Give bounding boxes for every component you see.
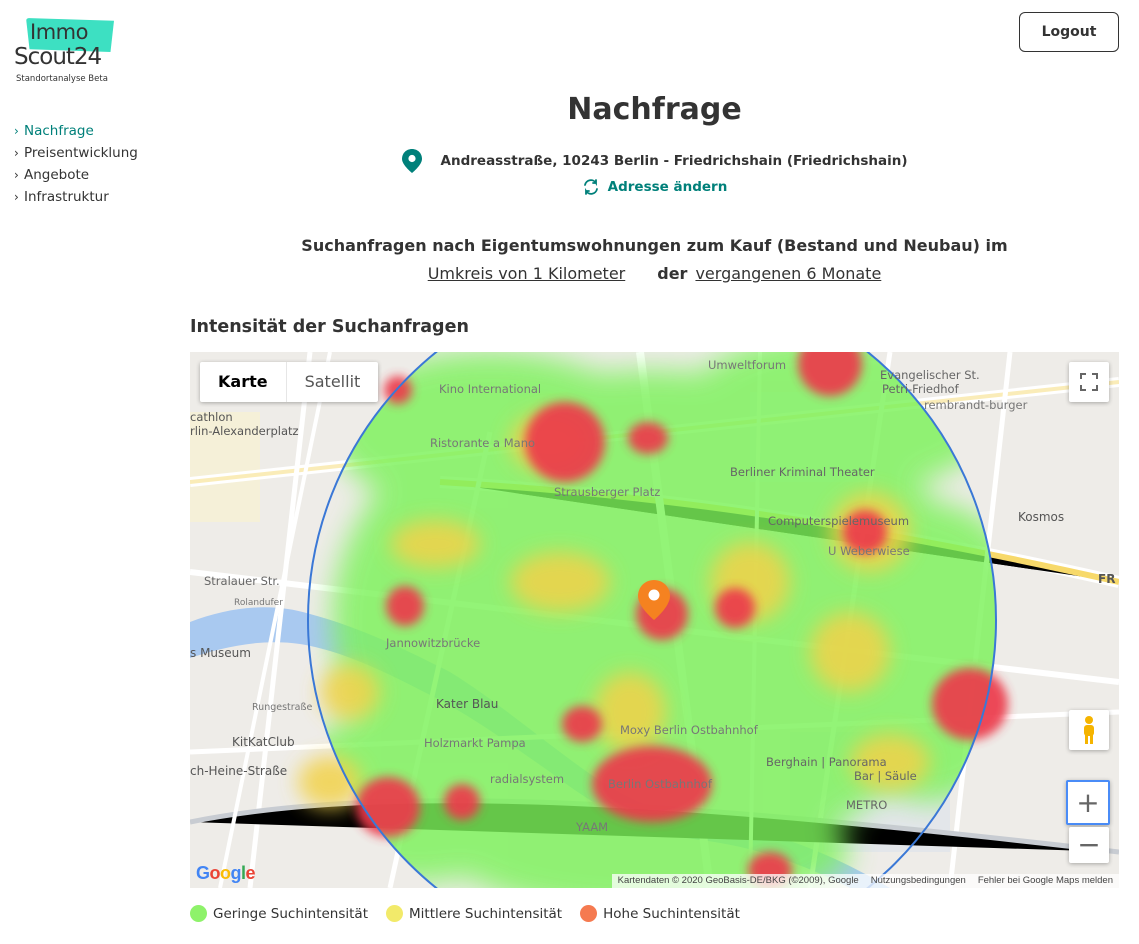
map-label: Computerspielemuseum (768, 514, 910, 528)
page-title: Nachfrage (567, 92, 742, 127)
map-label: Kosmos (1018, 510, 1065, 524)
map-label: Holzmarkt Pampa (424, 736, 526, 750)
fullscreen-icon (1080, 373, 1098, 391)
map-label: s Museum (190, 646, 251, 660)
map-label: Jannowitzbrücke (386, 636, 481, 650)
legend-label: Mittlere Suchintensität (409, 905, 563, 922)
period-filter-link[interactable]: vergangenen 6 Monate (695, 264, 882, 283)
immoscout24-logo[interactable]: Immo Scout24 Standortanalyse Beta (14, 14, 124, 86)
map-type-toggle: Karte Satellit (200, 362, 379, 402)
heatmap-high-layer (356, 352, 1008, 888)
query-connector: der (657, 264, 688, 283)
chevron-right-icon: › (14, 190, 19, 204)
nav-item-infrastruktur[interactable]: › Infrastruktur (14, 186, 138, 208)
location-pin-icon (402, 149, 423, 173)
map-label: ch-Heine-Straße (190, 764, 288, 778)
terms-of-use-link[interactable]: Nutzungsbedingungen (870, 875, 966, 886)
map-label: Berliner Kriminal Theater (730, 465, 875, 479)
logout-button[interactable]: Logout (1019, 12, 1119, 52)
zoom-out-button[interactable]: − (1069, 827, 1109, 863)
map-label: U Weberwiese (828, 544, 910, 558)
address-text: Andreasstraße, 10243 Berlin - Friedrichs… (440, 153, 908, 169)
legend-dot-mid (386, 905, 403, 922)
street-view-pegman-button[interactable] (1069, 710, 1109, 750)
map-attribution: Kartendaten © 2020 GeoBasis-DE/BKG (©200… (611, 874, 1119, 888)
chevron-right-icon: › (14, 124, 19, 138)
map-canvas[interactable] (190, 352, 1119, 888)
logo-subtitle: Standortanalyse Beta (16, 74, 108, 84)
minus-icon: − (1077, 828, 1101, 861)
chevron-right-icon: › (14, 146, 19, 160)
change-address-link[interactable]: Adresse ändern (582, 178, 728, 196)
map-label: Berlin Ostbahnhof (608, 777, 712, 791)
legend-dot-low (190, 905, 207, 922)
map-label: Moxy Berlin Ostbahnhof (620, 723, 758, 737)
map-label: Petri-Friedhof (882, 382, 959, 396)
fullscreen-button[interactable] (1069, 362, 1109, 402)
nav-item-label: Angebote (24, 167, 90, 183)
logo-scout24-text: Scout24 (14, 44, 102, 70)
section-title: Intensität der Suchanfragen (190, 317, 469, 337)
nav-item-nachfrage[interactable]: › Nachfrage (14, 120, 138, 142)
report-map-error-link[interactable]: Fehler bei Google Maps melden (977, 875, 1113, 886)
radius-circle (307, 352, 997, 888)
location-marker-icon[interactable] (638, 580, 670, 620)
legend-dot-high (580, 905, 598, 922)
heatmap-map[interactable]: Kino International Umweltforum Evangelis… (190, 352, 1119, 888)
map-data-credit: Kartendaten © 2020 GeoBasis-DE/BKG (©200… (617, 875, 859, 886)
legend-label: Geringe Suchintensität (213, 905, 368, 922)
change-address-label: Adresse ändern (607, 179, 728, 195)
legend-label: Hohe Suchintensität (603, 905, 740, 922)
legend-item-mid: Mittlere Suchintensität (386, 905, 562, 922)
map-label: Stralauer Str. (204, 574, 280, 588)
map-label: Kino International (439, 382, 542, 396)
map-label: rembrandt-burger (924, 398, 1028, 412)
map-label: Rolandufer (234, 598, 283, 608)
nav-item-label: Infrastruktur (24, 189, 109, 205)
map-label: Ristorante a Mano (430, 436, 536, 450)
logo-immo-text: Immo (30, 20, 88, 44)
radius-filter-link[interactable]: Umkreis von 1 Kilometer (427, 264, 626, 283)
refresh-icon (583, 179, 598, 195)
map-label: Bar | Säule (854, 769, 917, 783)
map-label: Evangelischer St. (880, 368, 980, 382)
map-label: cathlon (190, 410, 233, 424)
plus-icon: + (1076, 785, 1100, 819)
nav-item-label: Nachfrage (24, 123, 94, 139)
map-type-karte-button[interactable]: Karte (218, 372, 268, 391)
map-label: FR (1098, 572, 1116, 586)
heatmap-legend: Geringe Suchintensität Mittlere Suchinte… (190, 905, 740, 922)
address-row: Andreasstraße, 10243 Berlin - Friedrichs… (190, 148, 1119, 174)
map-label: rlin-Alexanderplatz (190, 424, 299, 438)
map-label: Berghain | Panorama (766, 755, 887, 769)
zoom-in-button[interactable]: + (1066, 780, 1110, 825)
query-description: Suchanfragen nach Eigentumswohnungen zum… (301, 236, 1008, 255)
sidebar-nav: › Nachfrage › Preisentwicklung › Angebote ›… (14, 120, 138, 208)
map-label: Umweltforum (708, 358, 787, 372)
legend-item-high: Hohe Suchintensität (580, 905, 740, 922)
nav-item-preisentwicklung[interactable]: › Preisentwicklung (14, 142, 138, 164)
query-filters: Umkreis von 1 Kilometer der vergangenen 6 … (190, 264, 1119, 283)
map-label: Rungestraße (252, 702, 313, 713)
map-label: Strausberger Platz (554, 485, 661, 499)
map-label: YAAM (576, 820, 609, 834)
map-label: METRO (846, 798, 888, 812)
logo-badge (26, 18, 114, 52)
map-label: KitKatClub (232, 735, 295, 749)
map-label: Kater Blau (436, 697, 499, 711)
legend-item-low: Geringe Suchintensität (190, 905, 368, 922)
google-logo[interactable]: Google (196, 863, 256, 883)
nav-item-angebote[interactable]: › Angebote (14, 164, 138, 186)
chevron-right-icon: › (14, 168, 19, 182)
pegman-icon (1084, 716, 1094, 744)
map-label: radialsystem (490, 772, 565, 786)
map-type-satellit-button[interactable]: Satellit (285, 362, 379, 402)
nav-item-label: Preisentwicklung (24, 145, 138, 161)
